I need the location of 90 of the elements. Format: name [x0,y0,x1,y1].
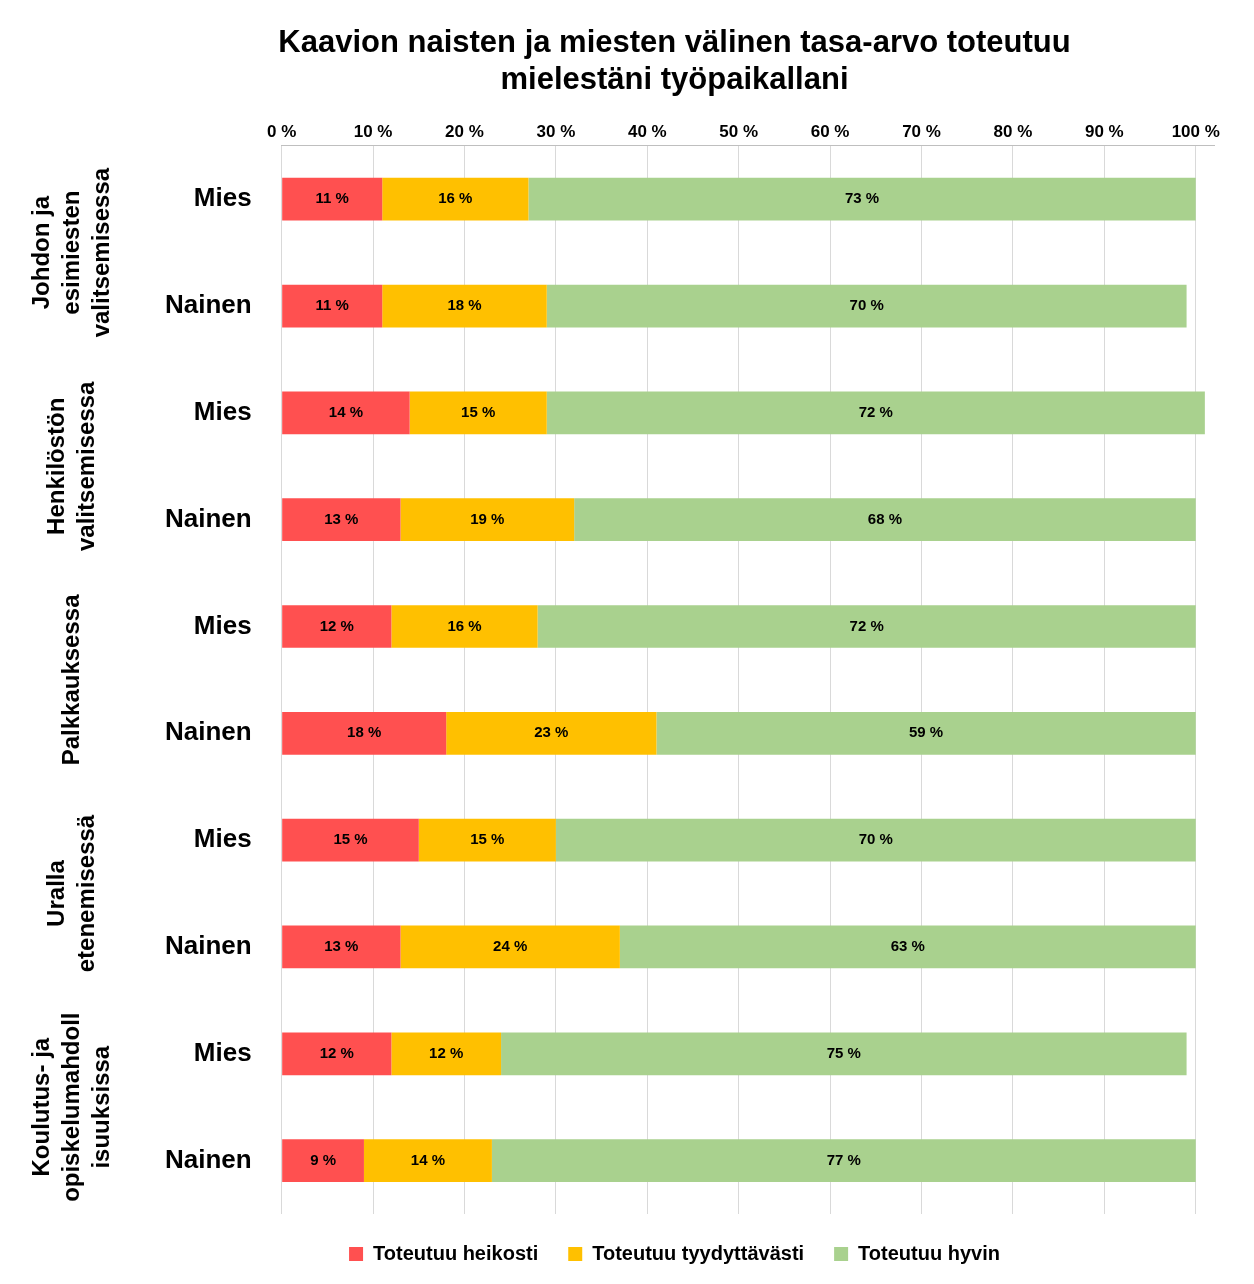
data-label: 18 % [447,296,482,314]
bar [282,177,383,221]
x-tick-label: 20 % [445,122,484,142]
data-label: 11 % [315,296,349,314]
bar [282,284,383,328]
y-tick-label: Mies [193,1036,252,1067]
bar [537,605,1196,648]
bar [528,177,1196,221]
data-label: 16 % [447,616,482,634]
bar [491,1139,1196,1182]
data-label: 13 % [324,937,359,955]
bar [282,391,410,435]
x-tick-label: 40 % [627,122,667,142]
bar [409,391,547,435]
bar [656,711,1196,755]
data-label: 13 % [324,509,359,527]
bar [555,818,1196,862]
x-tick-label: 60 % [810,122,850,142]
x-tick-label: 100 % [1171,122,1220,142]
data-label: 9 % [310,1150,336,1168]
bar [282,711,447,755]
data-label: 12 % [429,1043,464,1061]
data-label: 14 % [328,402,364,420]
data-label: 11 % [315,189,349,207]
data-label: 23 % [534,723,569,741]
bar [282,605,392,648]
data-label: 19 % [470,509,505,527]
data-label: 14 % [410,1150,446,1168]
y-tick-label: Nainen [165,930,252,961]
data-label: 15 % [461,402,496,420]
x-tick-label: 90 % [1084,122,1124,142]
bar [400,498,575,542]
bar [546,284,1187,328]
bar [282,818,419,862]
data-label: 18 % [347,723,382,741]
bar [574,498,1196,542]
x-tick-label: 50 % [719,122,759,142]
data-label: 72 % [849,616,884,634]
bar [391,1032,502,1076]
x-tick-label: 80 % [993,122,1033,142]
x-tick-label: 30 % [536,122,576,142]
data-label: 15 % [470,830,505,848]
y-tick-label: Mies [193,396,252,427]
y-tick-label: Nainen [165,502,252,533]
bar [501,1032,1187,1076]
bar [391,605,538,648]
x-tick-label: 0 % [267,122,297,142]
y-tick-label: Nainen [165,289,252,320]
y-tick-label: Nainen [165,716,252,747]
data-label: 70 % [849,296,884,314]
data-label: 68 % [867,509,903,527]
legend-label: Toteutuu heikosti [373,1241,539,1264]
data-label: 63 % [890,937,925,955]
data-label: 12 % [319,1043,354,1061]
data-label: 24 % [493,937,528,955]
legend-label: Toteutuu hyvin [858,1241,1000,1264]
text: Henkilöstön valitsemisessa [41,380,99,551]
x-tick-label: 70 % [902,122,941,142]
x-tick-label: 10 % [353,122,393,142]
bar [619,925,1196,969]
data-label: 59 % [908,723,944,741]
data-label: 77 % [826,1150,861,1168]
bar [446,711,657,755]
y-tick-label: Mies [193,182,252,213]
bar [400,925,620,969]
legend-label: Toteutuu tyydyttävästi [592,1241,805,1264]
chart-title: Kaavion naisten ja miesten välinen tasa-arvo toteutuu mielestäni työpaikallani [278,24,1071,97]
text: Palkkauksessa [56,593,84,766]
data-label: 12 % [319,616,354,634]
data-label: 70 % [858,830,893,848]
data-label: 75 % [826,1043,861,1061]
y-tick-label: Nainen [165,1143,252,1174]
bar [363,1139,492,1182]
data-label: 15 % [333,830,368,848]
bar [546,391,1205,435]
bar [282,498,401,542]
data-label: 73 % [844,189,880,207]
data-label: 72 % [858,402,893,420]
bar [382,284,547,328]
bar [418,818,556,862]
data-label: 16 % [438,189,473,207]
bar [282,1032,392,1076]
bar [282,925,401,969]
bar [282,1139,364,1182]
y-tick-label: Mies [193,609,252,640]
text: Johdon ja esimiesten valitsemisessa [26,167,114,338]
text: Uralla etenemisessä [41,814,99,973]
text: Koulutus- ja opiskelumahdollisuuksissa [26,1012,114,1202]
y-tick-label: Mies [193,823,252,854]
bar [382,177,529,221]
